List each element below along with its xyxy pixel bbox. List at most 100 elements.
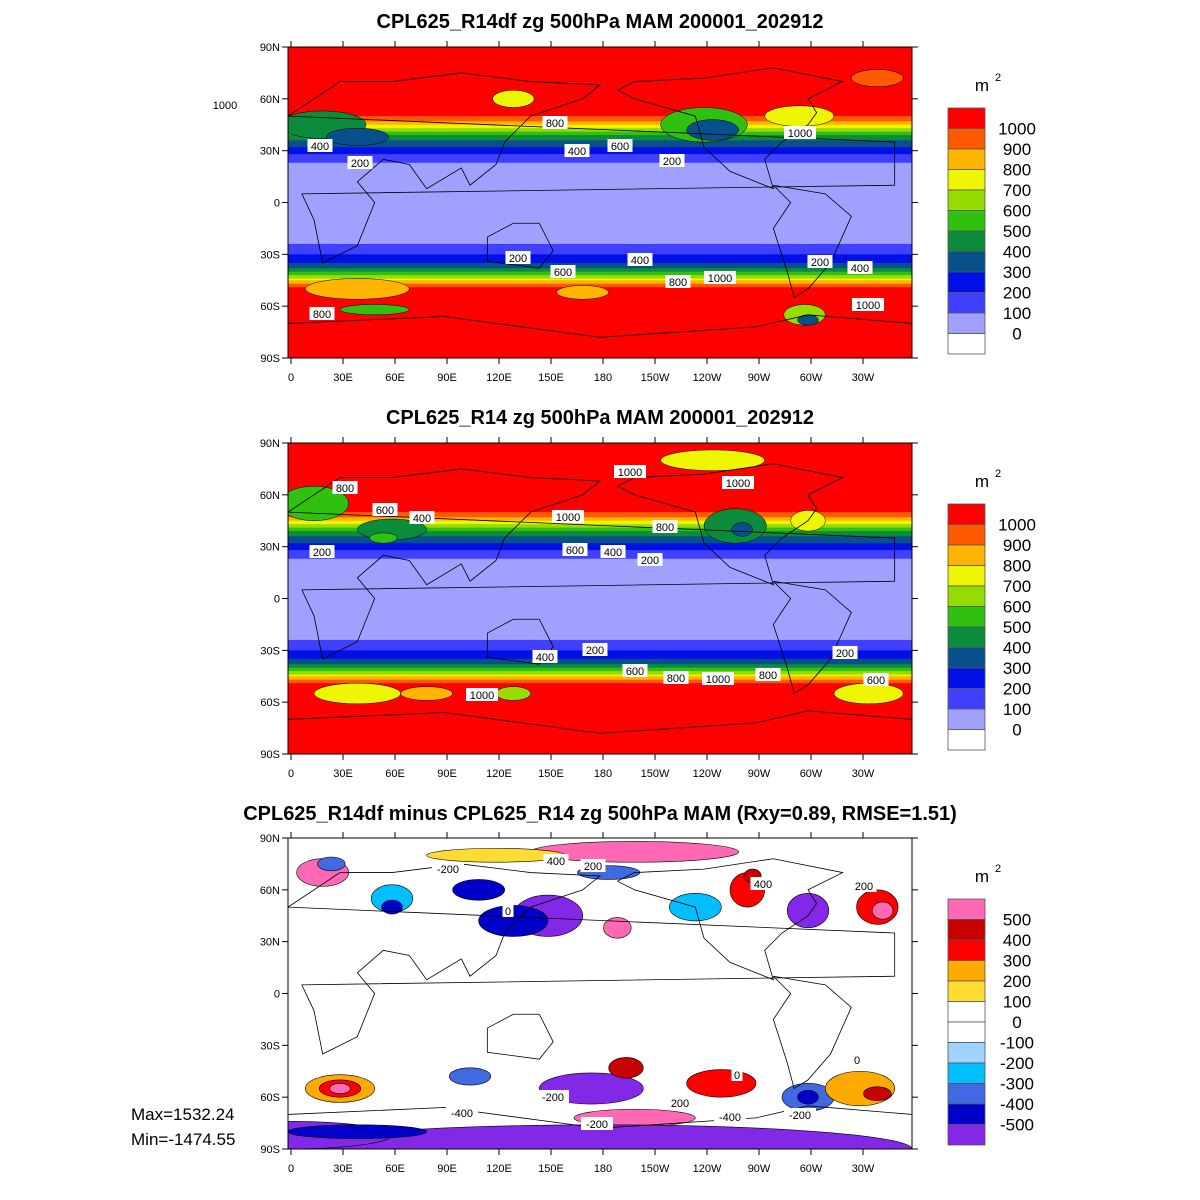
contour-label-box	[600, 545, 626, 558]
colorbar-swatch	[947, 128, 986, 150]
contour-label-box	[637, 553, 663, 566]
colorbar-swatch	[947, 1042, 986, 1064]
contour-label-box	[372, 503, 398, 516]
lat-tick-label: 60S	[260, 697, 280, 709]
contour-label: 200	[836, 648, 854, 660]
lat-tick-label: 30S	[260, 1040, 280, 1052]
contour-label: 1000	[470, 690, 494, 702]
colorbar-label: 300	[1003, 952, 1031, 971]
contour-label: 200	[586, 645, 604, 657]
colorbar-label: 500	[1003, 618, 1031, 637]
contour-band	[288, 671, 912, 676]
colorbar-label: 0	[1012, 1013, 1021, 1032]
map-field	[288, 443, 912, 754]
colorbar-swatch	[947, 1062, 986, 1084]
contour-band	[288, 550, 912, 560]
contour-label: 800	[656, 522, 674, 534]
contour-label: 600	[376, 505, 394, 517]
contour-label-box	[582, 643, 608, 656]
colorbar-label: 900	[1003, 536, 1031, 555]
coastline	[288, 468, 896, 660]
contour-label: 600	[554, 267, 572, 279]
contour-region	[329, 1083, 351, 1095]
lat-tick-label: 90N	[260, 438, 280, 450]
colorbar-swatch	[947, 148, 986, 170]
coastline	[288, 863, 896, 1055]
contour-label-box	[667, 1096, 693, 1109]
colorbar-label: -200	[1000, 1054, 1034, 1073]
contour-band	[288, 664, 912, 669]
contour-band	[288, 658, 912, 665]
contour-band	[288, 131, 912, 136]
contour-label-box	[537, 1090, 569, 1103]
contour-label-box	[309, 545, 335, 558]
colorbar-swatch	[947, 626, 986, 648]
map-panel-2: CPL625_R14 zg 500hPa MAM 200001_202912 90…	[260, 407, 1036, 780]
contour-label-box	[851, 1053, 863, 1066]
contour-label-box	[542, 116, 568, 129]
contour-region	[603, 917, 632, 939]
contour-label: 200	[584, 861, 602, 873]
contour-label-box	[552, 510, 584, 523]
contour-label-box	[750, 877, 776, 890]
contour-label: 800	[669, 277, 687, 289]
coastline	[288, 710, 912, 734]
lon-tick-label: 30W	[852, 768, 875, 780]
contour-label-box	[347, 156, 373, 169]
contour-label-box	[580, 859, 606, 872]
lon-tick-label: 30W	[852, 1163, 875, 1175]
contour-region	[317, 856, 346, 872]
lon-tick-label: 120W	[693, 768, 722, 780]
lon-tick-label: 90W	[748, 768, 771, 780]
contour-label-box	[562, 543, 588, 556]
panel-title: CPL625_R14df minus CPL625_R14 zg 500hPa …	[243, 803, 957, 825]
colorbar-label: 0	[1012, 325, 1021, 344]
colorbar-label: 400	[1003, 243, 1031, 262]
contour-label: 0	[734, 1070, 740, 1082]
contour-region	[797, 1089, 819, 1105]
contour-region	[325, 127, 389, 146]
lon-tick-label: 60E	[385, 372, 405, 384]
lon-tick-label: 60E	[385, 1163, 405, 1175]
colorbar-label: 1000	[998, 516, 1036, 535]
lat-tick-label: 60N	[260, 94, 280, 106]
contour-label: 1000	[556, 512, 580, 524]
lat-tick-label: 90S	[260, 749, 280, 761]
colorbar-swatch	[947, 729, 986, 751]
contour-region	[556, 285, 609, 300]
contour-band	[288, 128, 912, 133]
contour-band	[288, 517, 912, 522]
contour-band	[288, 283, 912, 288]
contour-label-box	[446, 1106, 478, 1119]
contour-band	[288, 278, 912, 281]
colorbar-swatch	[947, 898, 986, 920]
contour-label-box	[784, 126, 816, 139]
contour-label: 800	[313, 309, 331, 321]
contour-band	[288, 121, 912, 126]
contour-band	[288, 135, 912, 141]
contour-label-box	[622, 664, 648, 677]
coastline	[617, 463, 844, 586]
colorbar-swatch	[947, 919, 986, 941]
coastline	[486, 1013, 554, 1060]
contour-band	[288, 674, 912, 677]
contour-region	[731, 522, 753, 537]
contour-label-box	[614, 465, 646, 478]
panel-title: CPL625_R14 zg 500hPa MAM 200001_202912	[386, 407, 814, 429]
contour-region	[686, 1069, 757, 1098]
colorbar-swatch	[947, 647, 986, 669]
contour-label-box	[665, 275, 691, 288]
colorbar-label: 600	[1003, 598, 1031, 617]
coastline	[288, 314, 912, 338]
lon-tick-label: 60W	[800, 768, 823, 780]
lat-tick-label: 60N	[260, 885, 280, 897]
contour-region	[452, 879, 505, 901]
colorbar-label: 200	[1003, 284, 1031, 303]
contour-label-box	[807, 255, 833, 268]
contour-label-box	[722, 476, 754, 489]
contour-band	[288, 147, 912, 155]
contour-label-box	[702, 672, 734, 685]
contour-band	[288, 527, 912, 532]
lon-tick-label: 30E	[333, 1163, 353, 1175]
contour-label-box	[755, 668, 781, 681]
